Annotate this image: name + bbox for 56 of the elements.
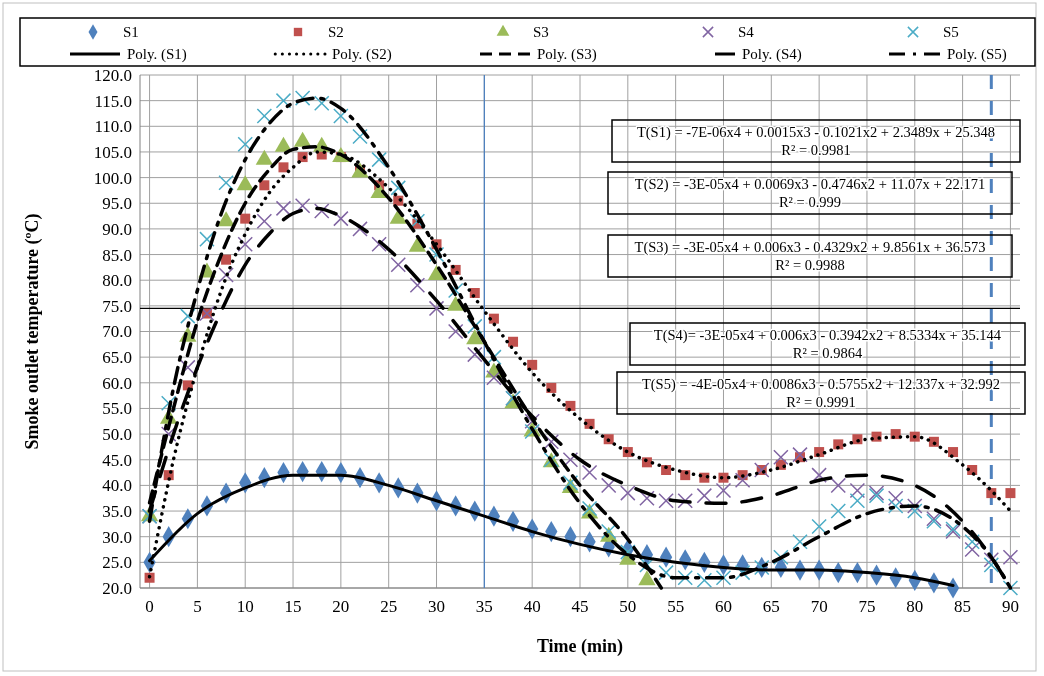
legend-label: Poly. (S5)	[947, 46, 1007, 64]
x-tick-label: 10	[236, 597, 254, 616]
x-tick-label: 40	[523, 597, 541, 616]
x-tick-label: 30	[428, 597, 446, 616]
legend-label: Poly. (S3)	[537, 46, 597, 64]
legend-label: S5	[943, 24, 959, 41]
x-tick-label: 70	[810, 597, 828, 616]
x-tick-label: 15	[284, 597, 302, 616]
x-axis-title: Time (min)	[536, 636, 624, 657]
y-tick-label: 80.0	[102, 271, 132, 291]
y-tick-label: 90.0	[102, 219, 132, 239]
y-tick-label: 50.0	[102, 425, 132, 445]
x-tick-label: 45	[571, 597, 589, 616]
y-tick-label: 70.0	[102, 322, 132, 342]
y-tick-label: 30.0	[102, 527, 132, 547]
x-tick-label: 60	[714, 597, 732, 616]
annotation: T(S3) = -3E-05x4 + 0.006x3 - 0.4329x2 + 9.8561x + 36.573 R² = 0.9988	[634, 239, 986, 273]
x-tick-label: 80	[906, 597, 924, 616]
y-tick-label: 65.0	[102, 348, 132, 368]
x-tick-label: 50	[619, 597, 637, 616]
x-tick-label: 25	[380, 597, 398, 616]
legend-label: S3	[533, 24, 549, 41]
y-tick-label: 20.0	[102, 578, 132, 598]
legend-label: Poly. (S4)	[742, 46, 802, 64]
y-tick-label: 110.0	[94, 117, 132, 137]
y-tick-label: 55.0	[102, 399, 132, 419]
legend-label: Poly. (S2)	[332, 46, 392, 64]
y-tick-label: 100.0	[93, 168, 132, 188]
x-tick-label: 75	[858, 597, 876, 616]
y-tick-label: 95.0	[102, 194, 132, 214]
y-axis-title: Smoke outlet temperature (ºC)	[22, 213, 43, 450]
legend-label: S4	[738, 24, 755, 41]
y-tick-label: 105.0	[93, 142, 132, 162]
annotation: T(S2) = -3E-05x4 + 0.0069x3 - 0.4746x2 + 11.07x + 22.171 R² = 0.999	[634, 176, 986, 210]
legend-label: S2	[328, 24, 344, 41]
x-tick-label: 65	[762, 597, 780, 616]
annotation: T(S4)= -3E-05x4 + 0.006x3 - 0.3942x2 + 8.5334x + 35.144 R² = 0.9864	[653, 327, 1002, 361]
x-tick-label: 85	[954, 597, 972, 616]
legend-label: Poly. (S1)	[127, 46, 187, 64]
x-tick-label: 35	[475, 597, 493, 616]
annotation: T(S5) = -4E-05x4 + 0.0086x3 - 0.5755x2 + 12.337x + 32.992 R² = 0.9991	[641, 376, 1001, 410]
y-tick-label: 115.0	[94, 91, 132, 111]
y-tick-label: 85.0	[102, 245, 132, 265]
y-tick-label: 40.0	[102, 476, 132, 496]
x-tick-label: 55	[667, 597, 685, 616]
x-tick-label: 5	[193, 597, 202, 616]
y-tick-label: 75.0	[102, 296, 132, 316]
x-tick-label: 90	[1001, 597, 1019, 616]
y-tick-label: 45.0	[102, 450, 132, 470]
x-tick-label: 0	[145, 597, 154, 616]
y-tick-label: 120.0	[93, 65, 132, 85]
y-tick-label: 60.0	[102, 373, 132, 393]
legend-label: S1	[123, 24, 139, 41]
y-tick-label: 25.0	[102, 553, 132, 573]
y-tick-label: 35.0	[102, 502, 132, 521]
x-tick-label: 20	[332, 597, 350, 616]
